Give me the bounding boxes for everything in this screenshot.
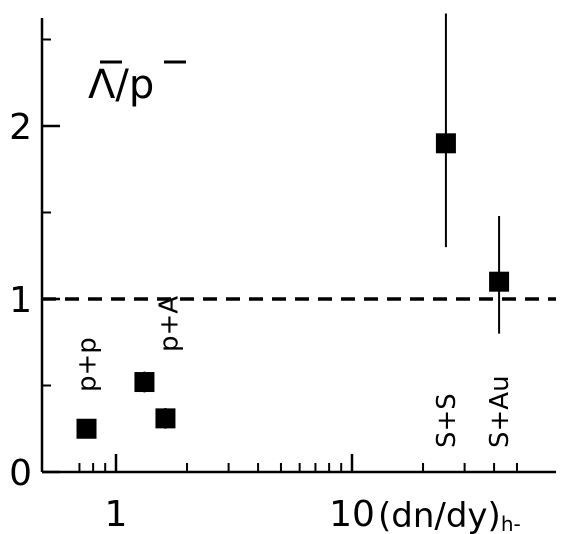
point-labels: p+p S+S S+Au p+A: [73, 296, 516, 448]
data-point: [76, 418, 97, 439]
axes: 1 10 0 1 2: [9, 18, 556, 534]
data-point: [489, 271, 510, 292]
label-s-s: S+S: [432, 393, 462, 448]
x-tick-label: 1: [105, 494, 128, 534]
xlabel-main: (dn/dy): [378, 496, 501, 534]
y-tick-label: 2: [9, 107, 32, 148]
xlabel-subscript: h-: [501, 512, 521, 534]
data-point: [155, 408, 176, 429]
data-points: [76, 13, 510, 439]
data-point: [435, 133, 456, 154]
ylabel-annotation: Λ/p: [88, 62, 154, 108]
label-p-a: p+A: [155, 296, 185, 352]
y-tick-label: 1: [9, 280, 32, 321]
y-tick-label: 0: [9, 453, 32, 494]
xlabel: (dn/dy)h-: [378, 496, 521, 534]
label-p-p: p+p: [73, 337, 103, 392]
data-point: [134, 372, 155, 393]
x-tick-label: 10: [329, 494, 375, 534]
label-s-au: S+Au: [485, 375, 515, 448]
